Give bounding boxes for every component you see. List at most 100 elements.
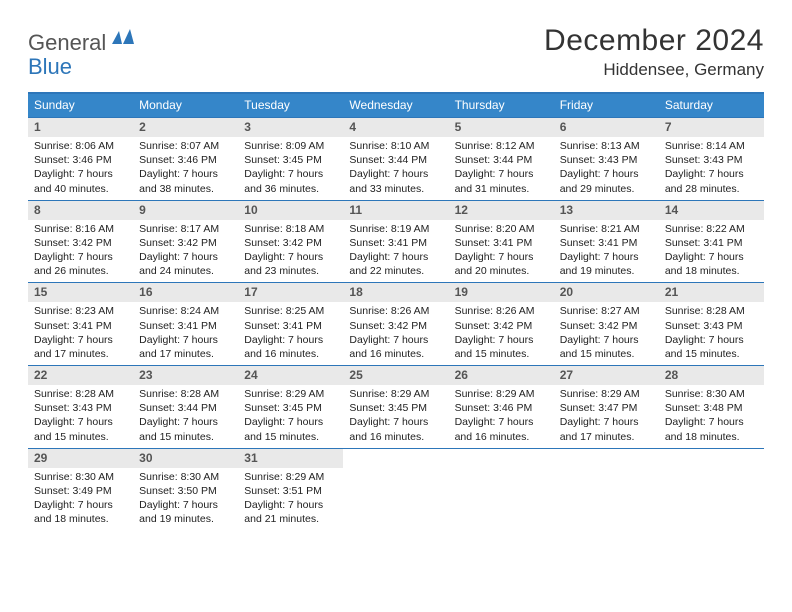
- sunrise-line: Sunrise: 8:14 AM: [665, 139, 758, 153]
- sunrise-line: Sunrise: 8:22 AM: [665, 222, 758, 236]
- calendar-cell: 27Sunrise: 8:29 AMSunset: 3:47 PMDayligh…: [554, 366, 659, 449]
- calendar-cell: 6Sunrise: 8:13 AMSunset: 3:43 PMDaylight…: [554, 118, 659, 201]
- sunrise-line: Sunrise: 8:12 AM: [455, 139, 548, 153]
- calendar-row: 15Sunrise: 8:23 AMSunset: 3:41 PMDayligh…: [28, 283, 764, 366]
- day-number: 2: [133, 118, 238, 137]
- daylight-line: Daylight: 7 hours and 15 minutes.: [34, 415, 127, 443]
- day-number: 6: [554, 118, 659, 137]
- calendar-cell: 7Sunrise: 8:14 AMSunset: 3:43 PMDaylight…: [659, 118, 764, 201]
- day-body: Sunrise: 8:25 AMSunset: 3:41 PMDaylight:…: [238, 302, 343, 361]
- calendar-cell: 13Sunrise: 8:21 AMSunset: 3:41 PMDayligh…: [554, 200, 659, 283]
- sunset-line: Sunset: 3:43 PM: [34, 401, 127, 415]
- calendar-body: 1Sunrise: 8:06 AMSunset: 3:46 PMDaylight…: [28, 118, 764, 531]
- calendar-cell: .: [343, 448, 448, 530]
- daylight-line: Daylight: 7 hours and 40 minutes.: [34, 167, 127, 195]
- sunrise-line: Sunrise: 8:13 AM: [560, 139, 653, 153]
- day-number: 20: [554, 283, 659, 302]
- sunrise-line: Sunrise: 8:28 AM: [34, 387, 127, 401]
- day-body: Sunrise: 8:30 AMSunset: 3:50 PMDaylight:…: [133, 468, 238, 527]
- daylight-line: Daylight: 7 hours and 15 minutes.: [455, 333, 548, 361]
- day-number: 16: [133, 283, 238, 302]
- calendar-cell: 17Sunrise: 8:25 AMSunset: 3:41 PMDayligh…: [238, 283, 343, 366]
- sunrise-line: Sunrise: 8:16 AM: [34, 222, 127, 236]
- day-body: Sunrise: 8:23 AMSunset: 3:41 PMDaylight:…: [28, 302, 133, 361]
- sunset-line: Sunset: 3:42 PM: [139, 236, 232, 250]
- weekday-header: Sunday: [28, 93, 133, 118]
- daylight-line: Daylight: 7 hours and 17 minutes.: [34, 333, 127, 361]
- calendar-cell: 14Sunrise: 8:22 AMSunset: 3:41 PMDayligh…: [659, 200, 764, 283]
- sunrise-line: Sunrise: 8:29 AM: [244, 387, 337, 401]
- calendar-cell: 22Sunrise: 8:28 AMSunset: 3:43 PMDayligh…: [28, 366, 133, 449]
- calendar-cell: 11Sunrise: 8:19 AMSunset: 3:41 PMDayligh…: [343, 200, 448, 283]
- sunset-line: Sunset: 3:44 PM: [455, 153, 548, 167]
- calendar-cell: 30Sunrise: 8:30 AMSunset: 3:50 PMDayligh…: [133, 448, 238, 530]
- daylight-line: Daylight: 7 hours and 21 minutes.: [244, 498, 337, 526]
- day-number: 4: [343, 118, 448, 137]
- sunrise-line: Sunrise: 8:27 AM: [560, 304, 653, 318]
- sunset-line: Sunset: 3:46 PM: [139, 153, 232, 167]
- daylight-line: Daylight: 7 hours and 17 minutes.: [139, 333, 232, 361]
- sunrise-line: Sunrise: 8:18 AM: [244, 222, 337, 236]
- sunset-line: Sunset: 3:48 PM: [665, 401, 758, 415]
- day-number: 3: [238, 118, 343, 137]
- calendar-table: Sunday Monday Tuesday Wednesday Thursday…: [28, 92, 764, 530]
- sunrise-line: Sunrise: 8:06 AM: [34, 139, 127, 153]
- daylight-line: Daylight: 7 hours and 19 minutes.: [560, 250, 653, 278]
- sunrise-line: Sunrise: 8:30 AM: [665, 387, 758, 401]
- day-body: Sunrise: 8:28 AMSunset: 3:43 PMDaylight:…: [28, 385, 133, 444]
- sunrise-line: Sunrise: 8:29 AM: [349, 387, 442, 401]
- sunset-line: Sunset: 3:42 PM: [560, 319, 653, 333]
- sunset-line: Sunset: 3:41 PM: [34, 319, 127, 333]
- weekday-header: Thursday: [449, 93, 554, 118]
- calendar-cell: 31Sunrise: 8:29 AMSunset: 3:51 PMDayligh…: [238, 448, 343, 530]
- daylight-line: Daylight: 7 hours and 19 minutes.: [139, 498, 232, 526]
- calendar-cell: 15Sunrise: 8:23 AMSunset: 3:41 PMDayligh…: [28, 283, 133, 366]
- sunset-line: Sunset: 3:42 PM: [244, 236, 337, 250]
- calendar-cell: 3Sunrise: 8:09 AMSunset: 3:45 PMDaylight…: [238, 118, 343, 201]
- calendar-cell: 25Sunrise: 8:29 AMSunset: 3:45 PMDayligh…: [343, 366, 448, 449]
- daylight-line: Daylight: 7 hours and 26 minutes.: [34, 250, 127, 278]
- day-body: Sunrise: 8:30 AMSunset: 3:49 PMDaylight:…: [28, 468, 133, 527]
- day-number: 8: [28, 201, 133, 220]
- day-number: 30: [133, 449, 238, 468]
- day-body: Sunrise: 8:18 AMSunset: 3:42 PMDaylight:…: [238, 220, 343, 279]
- calendar-cell: 29Sunrise: 8:30 AMSunset: 3:49 PMDayligh…: [28, 448, 133, 530]
- day-body: Sunrise: 8:24 AMSunset: 3:41 PMDaylight:…: [133, 302, 238, 361]
- calendar-cell: 19Sunrise: 8:26 AMSunset: 3:42 PMDayligh…: [449, 283, 554, 366]
- sunset-line: Sunset: 3:41 PM: [560, 236, 653, 250]
- daylight-line: Daylight: 7 hours and 15 minutes.: [665, 333, 758, 361]
- day-body: Sunrise: 8:30 AMSunset: 3:48 PMDaylight:…: [659, 385, 764, 444]
- day-number: 10: [238, 201, 343, 220]
- daylight-line: Daylight: 7 hours and 16 minutes.: [244, 333, 337, 361]
- day-body: Sunrise: 8:29 AMSunset: 3:45 PMDaylight:…: [343, 385, 448, 444]
- day-number: 27: [554, 366, 659, 385]
- logo-text-blue: Blue: [28, 54, 764, 80]
- day-body: Sunrise: 8:19 AMSunset: 3:41 PMDaylight:…: [343, 220, 448, 279]
- day-body: Sunrise: 8:28 AMSunset: 3:44 PMDaylight:…: [133, 385, 238, 444]
- sunrise-line: Sunrise: 8:17 AM: [139, 222, 232, 236]
- day-number: 25: [343, 366, 448, 385]
- calendar-cell: 20Sunrise: 8:27 AMSunset: 3:42 PMDayligh…: [554, 283, 659, 366]
- day-number: 11: [343, 201, 448, 220]
- sunrise-line: Sunrise: 8:24 AM: [139, 304, 232, 318]
- day-number: 23: [133, 366, 238, 385]
- daylight-line: Daylight: 7 hours and 33 minutes.: [349, 167, 442, 195]
- day-body: Sunrise: 8:27 AMSunset: 3:42 PMDaylight:…: [554, 302, 659, 361]
- sunset-line: Sunset: 3:44 PM: [139, 401, 232, 415]
- weekday-header: Saturday: [659, 93, 764, 118]
- day-body: Sunrise: 8:09 AMSunset: 3:45 PMDaylight:…: [238, 137, 343, 196]
- sunset-line: Sunset: 3:46 PM: [455, 401, 548, 415]
- sunset-line: Sunset: 3:42 PM: [34, 236, 127, 250]
- day-body: Sunrise: 8:14 AMSunset: 3:43 PMDaylight:…: [659, 137, 764, 196]
- day-body: Sunrise: 8:20 AMSunset: 3:41 PMDaylight:…: [449, 220, 554, 279]
- day-number: 22: [28, 366, 133, 385]
- daylight-line: Daylight: 7 hours and 20 minutes.: [455, 250, 548, 278]
- sunset-line: Sunset: 3:45 PM: [244, 153, 337, 167]
- logo-wave-icon: [112, 29, 134, 52]
- sunset-line: Sunset: 3:42 PM: [455, 319, 548, 333]
- sunrise-line: Sunrise: 8:29 AM: [455, 387, 548, 401]
- day-number: 18: [343, 283, 448, 302]
- calendar-cell: .: [449, 448, 554, 530]
- daylight-line: Daylight: 7 hours and 29 minutes.: [560, 167, 653, 195]
- day-number: 19: [449, 283, 554, 302]
